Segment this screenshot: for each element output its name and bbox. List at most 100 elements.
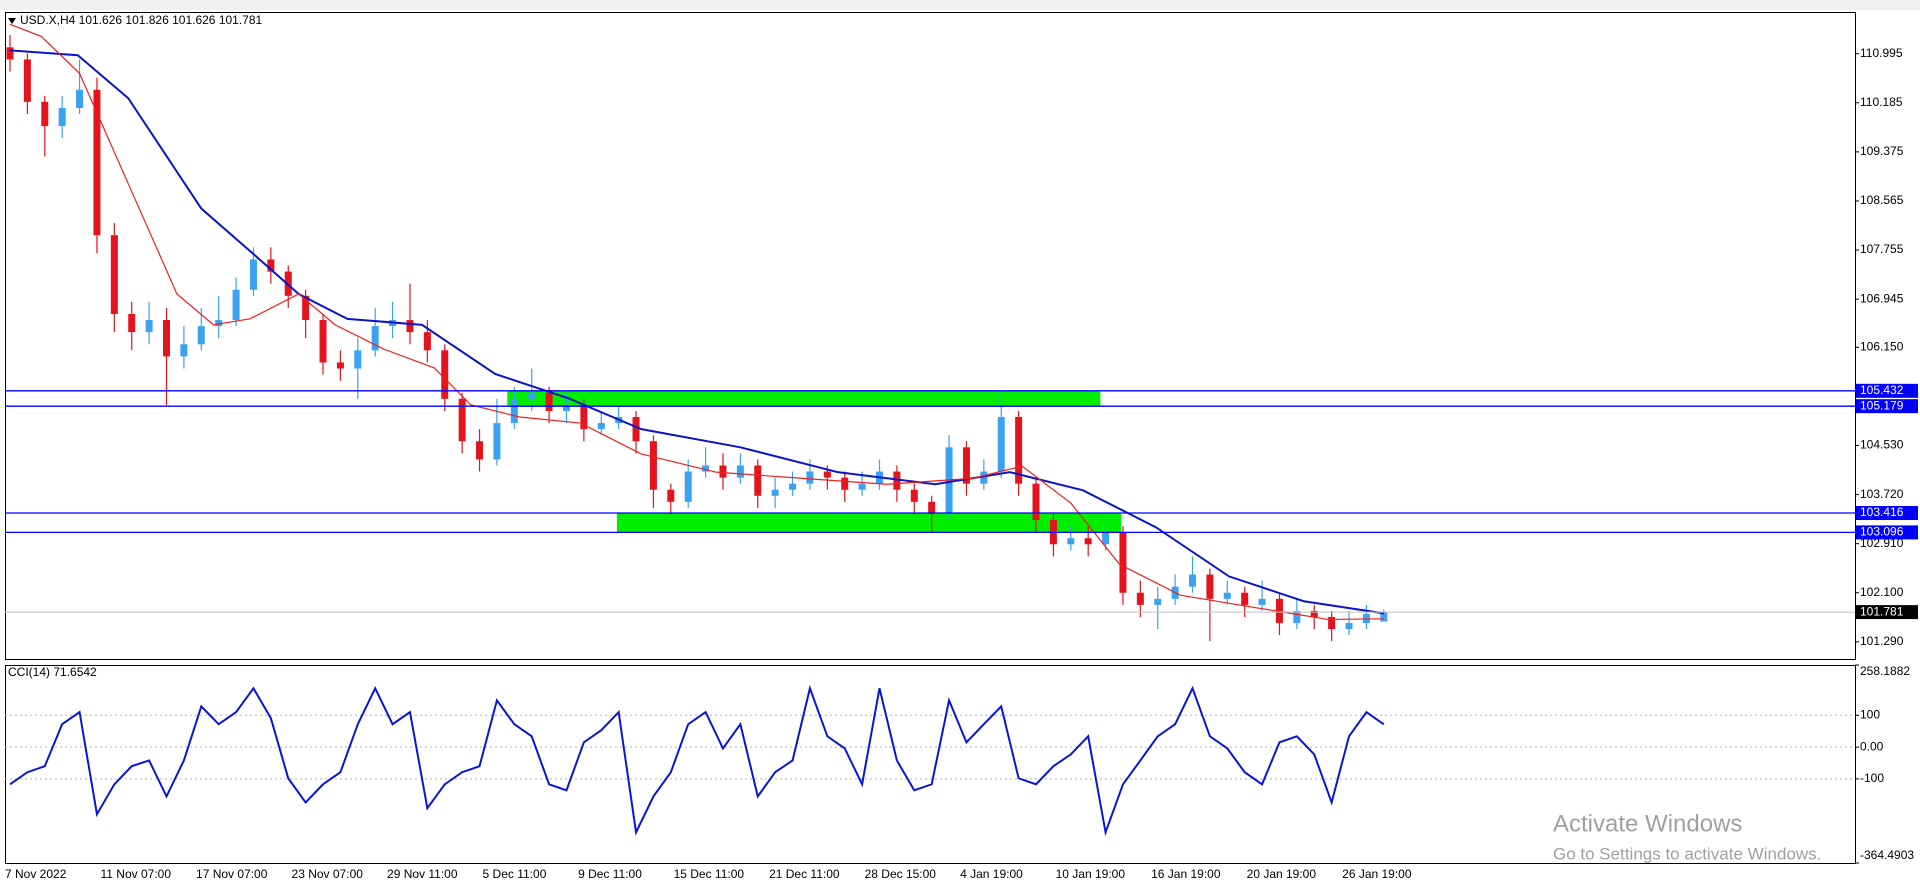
candle-body — [702, 465, 710, 472]
candle-body — [632, 417, 640, 442]
x-tick-label: 26 Jan 19:00 — [1342, 867, 1412, 881]
level-tag — [1856, 525, 1918, 540]
y-tick-label: -364.4903 — [1860, 848, 1914, 862]
x-tick-label: 15 Dec 11:00 — [674, 867, 745, 881]
x-tick-label: 23 Nov 07:00 — [292, 867, 364, 881]
candle-body — [163, 320, 171, 357]
candle-body — [41, 101, 49, 127]
candle-body — [1084, 538, 1092, 545]
level-tag — [1856, 506, 1918, 521]
candle-body — [910, 489, 918, 502]
candle-body — [406, 320, 414, 333]
y-tick-label: 110.185 — [1860, 95, 1903, 109]
candle-body — [545, 392, 553, 411]
candle-body — [180, 344, 188, 357]
candle-body — [528, 392, 536, 399]
candle-body — [249, 259, 257, 290]
price-pane — [5, 12, 1856, 660]
y-tick-label: 108.565 — [1860, 193, 1904, 207]
x-tick-label: 21 Dec 11:00 — [769, 867, 840, 881]
y-tick-label: 0.00 — [1860, 739, 1884, 753]
candle-body — [754, 465, 762, 496]
x-tick-label: 11 Nov 07:00 — [101, 867, 172, 881]
y-tick-label: 106.945 — [1860, 291, 1904, 305]
price-tag — [1856, 605, 1918, 620]
candle-body — [980, 471, 988, 484]
candle-body — [945, 447, 953, 514]
moving-average — [9, 23, 1384, 621]
candle-body — [110, 235, 118, 314]
candle-body — [789, 483, 797, 490]
candle-body — [23, 59, 31, 102]
y-tick-label: 109.375 — [1860, 144, 1904, 158]
cci-line — [9, 684, 1385, 837]
x-tick-label: 5 Dec 11:00 — [483, 867, 547, 881]
price-title: USD.X,H4 101.626 101.826 101.626 101.781 — [20, 13, 263, 27]
candle-body — [1223, 592, 1231, 599]
candle-body — [1310, 610, 1318, 618]
x-tick-label: 7 Nov 2022 — [5, 867, 67, 881]
level-label: 103.096 — [1860, 525, 1904, 539]
level-label: 105.179 — [1860, 398, 1904, 412]
candle-body — [493, 423, 501, 460]
cci-title: CCI(14) 71.6542 — [8, 665, 97, 679]
price-label: 101.781 — [1860, 604, 1904, 618]
candle-body — [267, 259, 275, 272]
candle-body — [580, 404, 588, 430]
candle-body — [841, 477, 849, 490]
candle-body — [336, 362, 344, 369]
candle-body — [858, 483, 866, 490]
x-tick-label: 20 Jan 19:00 — [1247, 867, 1317, 881]
candle-body — [371, 326, 379, 351]
candle-body — [458, 398, 466, 442]
candle-body — [597, 423, 605, 430]
x-tick-label: 17 Nov 07:00 — [196, 867, 268, 881]
candle-body — [736, 465, 744, 478]
watermark-text: Go to Settings to activate Windows. — [1553, 844, 1821, 863]
y-tick-label: 102.100 — [1860, 585, 1904, 599]
candle-body — [476, 441, 484, 460]
zone — [616, 513, 1122, 533]
candle-body — [823, 471, 831, 478]
y-tick-label: 103.720 — [1860, 487, 1904, 501]
candle-body — [928, 501, 936, 514]
candle-body — [215, 320, 223, 327]
moving-average — [9, 49, 1384, 615]
level-tag — [1856, 383, 1918, 398]
candle-body — [806, 471, 814, 484]
candle-body — [1015, 417, 1023, 484]
candle-body — [1136, 592, 1144, 605]
candle-body — [1258, 598, 1266, 605]
candle-body — [649, 441, 657, 490]
candle-body — [145, 320, 153, 333]
y-tick-label: 107.755 — [1860, 242, 1904, 256]
watermark-title: Activate Windows — [1553, 810, 1742, 837]
level-tag — [1856, 399, 1918, 414]
y-tick-label: 106.150 — [1860, 339, 1904, 353]
candle-body — [1189, 574, 1197, 587]
y-tick-label: -100 — [1860, 771, 1884, 785]
candle-body — [719, 465, 727, 478]
candle-body — [58, 107, 66, 127]
candle-body — [93, 89, 101, 236]
candle-body — [510, 398, 518, 424]
level-label: 105.432 — [1860, 383, 1904, 397]
x-tick-label: 28 Dec 15:00 — [865, 867, 937, 881]
y-tick-label: 101.290 — [1860, 634, 1904, 648]
candle-body — [1102, 532, 1110, 545]
menu-arrow — [8, 18, 16, 24]
candle-body — [6, 47, 14, 60]
candle-body — [232, 289, 240, 321]
candle-body — [1380, 612, 1388, 622]
candle-body — [197, 326, 205, 345]
candle-body — [354, 350, 362, 369]
candle-body — [1032, 483, 1040, 521]
x-tick-label: 16 Jan 19:00 — [1151, 867, 1221, 881]
candle-body — [1293, 610, 1301, 624]
x-tick-label: 29 Nov 11:00 — [387, 867, 458, 881]
candle-body — [1067, 538, 1075, 545]
x-tick-label: 10 Jan 19:00 — [1056, 867, 1126, 881]
candle-body — [562, 404, 570, 411]
candle-body — [128, 313, 136, 333]
